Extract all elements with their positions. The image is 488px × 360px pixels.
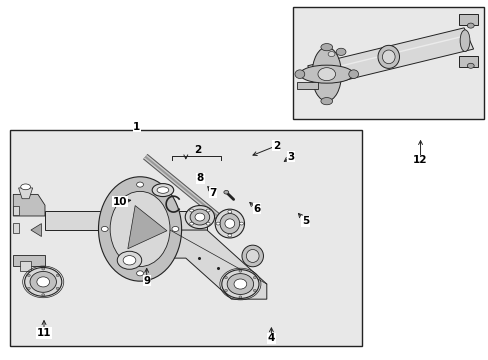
Polygon shape	[13, 223, 19, 233]
Ellipse shape	[215, 209, 244, 238]
Polygon shape	[164, 230, 266, 299]
Ellipse shape	[37, 277, 49, 287]
Ellipse shape	[320, 98, 332, 105]
Ellipse shape	[299, 65, 353, 83]
Text: 8: 8	[197, 173, 203, 183]
Ellipse shape	[234, 279, 246, 289]
Polygon shape	[458, 56, 477, 67]
Ellipse shape	[216, 222, 220, 225]
Ellipse shape	[41, 268, 44, 270]
Ellipse shape	[320, 44, 332, 51]
Text: 6: 6	[253, 204, 260, 214]
Text: 2: 2	[272, 141, 279, 151]
Polygon shape	[20, 261, 31, 271]
Polygon shape	[307, 28, 473, 87]
Ellipse shape	[189, 209, 193, 212]
Polygon shape	[13, 206, 19, 215]
Ellipse shape	[136, 182, 143, 187]
Ellipse shape	[467, 63, 473, 68]
Ellipse shape	[185, 206, 214, 229]
Ellipse shape	[239, 270, 242, 272]
Ellipse shape	[294, 70, 304, 78]
Ellipse shape	[56, 287, 59, 289]
Ellipse shape	[189, 222, 193, 225]
Ellipse shape	[224, 190, 228, 194]
Text: 5: 5	[302, 216, 308, 226]
Bar	[10, 130, 361, 346]
Ellipse shape	[253, 289, 256, 292]
Ellipse shape	[377, 45, 399, 68]
Ellipse shape	[227, 274, 253, 294]
Ellipse shape	[190, 209, 209, 225]
Polygon shape	[19, 188, 33, 199]
Ellipse shape	[336, 48, 346, 55]
Ellipse shape	[317, 68, 335, 81]
Ellipse shape	[123, 256, 136, 265]
Ellipse shape	[239, 296, 242, 298]
Ellipse shape	[195, 213, 204, 221]
Ellipse shape	[246, 249, 259, 262]
Ellipse shape	[222, 270, 259, 298]
Polygon shape	[127, 206, 166, 249]
Ellipse shape	[41, 294, 44, 296]
Text: 3: 3	[287, 152, 294, 162]
Text: 10: 10	[112, 197, 127, 207]
Ellipse shape	[56, 274, 59, 276]
Ellipse shape	[311, 47, 341, 101]
Ellipse shape	[157, 187, 168, 193]
Ellipse shape	[20, 184, 30, 190]
Ellipse shape	[242, 245, 263, 267]
Text: 2: 2	[194, 145, 202, 155]
Text: 1: 1	[133, 122, 140, 132]
Text: 12: 12	[412, 155, 427, 165]
Ellipse shape	[206, 209, 210, 212]
Ellipse shape	[98, 177, 181, 281]
Ellipse shape	[206, 222, 210, 225]
Ellipse shape	[224, 219, 234, 228]
Ellipse shape	[227, 234, 231, 237]
Ellipse shape	[152, 184, 173, 197]
Ellipse shape	[136, 271, 143, 276]
Ellipse shape	[172, 226, 179, 231]
Ellipse shape	[220, 213, 239, 234]
Ellipse shape	[227, 210, 231, 213]
Ellipse shape	[27, 287, 30, 289]
Bar	[293, 7, 483, 119]
Ellipse shape	[348, 70, 358, 78]
Text: 11: 11	[37, 328, 51, 338]
Ellipse shape	[327, 51, 334, 57]
Ellipse shape	[382, 50, 394, 64]
Ellipse shape	[24, 267, 61, 296]
Ellipse shape	[117, 251, 142, 269]
Ellipse shape	[467, 23, 473, 28]
Polygon shape	[31, 224, 41, 237]
Ellipse shape	[459, 30, 469, 51]
Ellipse shape	[224, 276, 227, 279]
Polygon shape	[297, 82, 318, 89]
Ellipse shape	[27, 274, 30, 276]
Text: 4: 4	[267, 333, 275, 343]
Polygon shape	[13, 255, 45, 266]
Ellipse shape	[101, 226, 108, 231]
Text: 9: 9	[143, 276, 150, 286]
Bar	[170, 211, 206, 230]
Ellipse shape	[239, 222, 243, 225]
Text: 7: 7	[208, 188, 216, 198]
Bar	[45, 211, 112, 230]
Polygon shape	[458, 14, 477, 25]
Ellipse shape	[253, 276, 256, 279]
Polygon shape	[13, 194, 45, 216]
Ellipse shape	[224, 289, 227, 292]
Ellipse shape	[110, 192, 170, 266]
Ellipse shape	[30, 271, 56, 292]
